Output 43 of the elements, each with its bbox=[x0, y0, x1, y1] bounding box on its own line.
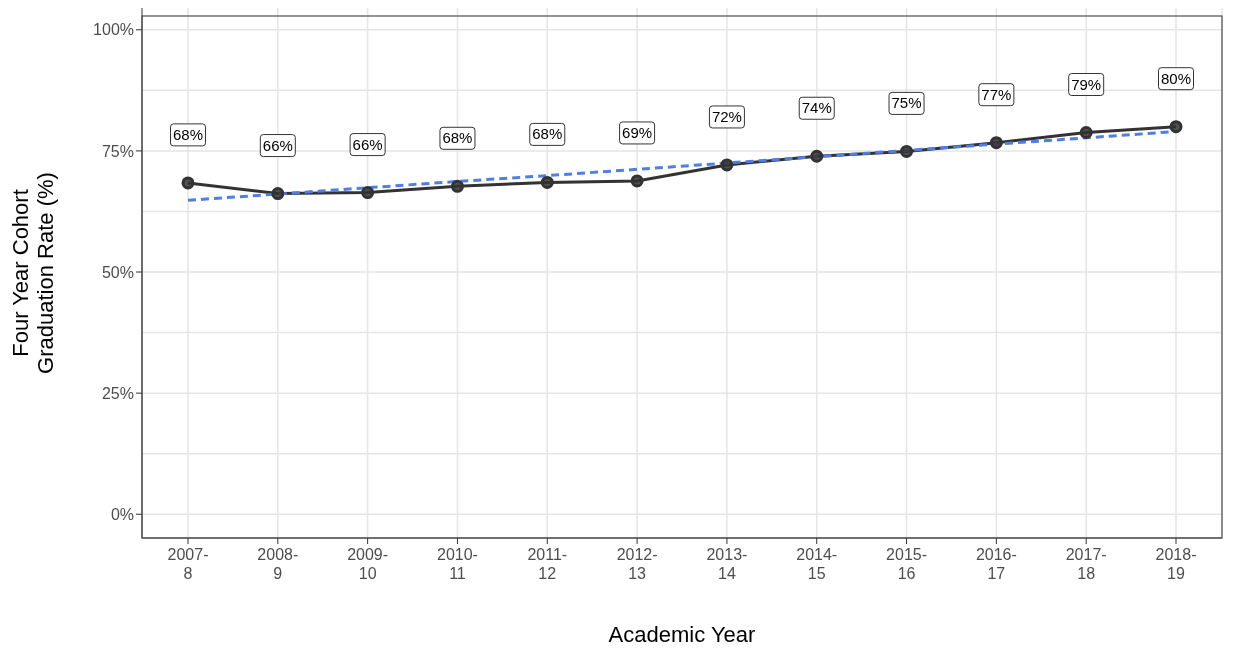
x-tick-label: 2010- 11 bbox=[436, 546, 478, 582]
point bbox=[989, 136, 1003, 150]
x-axis-title: Academic Year bbox=[608, 622, 756, 647]
x-tick-label: 2007- 8 bbox=[167, 546, 209, 582]
y-tick-label: 75% bbox=[101, 142, 134, 160]
data-label: 74% bbox=[801, 99, 832, 117]
point bbox=[1079, 126, 1093, 140]
data-label: 77% bbox=[981, 85, 1012, 103]
point bbox=[810, 149, 824, 163]
point bbox=[1169, 120, 1183, 134]
data-label: 79% bbox=[1071, 75, 1102, 93]
y-tick-label: 25% bbox=[101, 384, 134, 402]
x-tick-label: 2016- 17 bbox=[975, 546, 1017, 582]
point bbox=[181, 176, 195, 190]
x-tick-label: 2015- 16 bbox=[886, 546, 928, 582]
x-tick-label: 2013- 14 bbox=[706, 546, 748, 582]
data-label: 69% bbox=[622, 123, 653, 141]
x-tick-label: 2017- 18 bbox=[1065, 546, 1107, 582]
point bbox=[361, 186, 375, 200]
data-label: 75% bbox=[891, 94, 922, 112]
y-tick-label: 50% bbox=[101, 263, 134, 281]
x-tick-label: 2009- 10 bbox=[347, 546, 389, 582]
point bbox=[450, 179, 464, 193]
x-tick-label: 2011- 12 bbox=[527, 546, 568, 582]
data-label: 66% bbox=[352, 135, 383, 153]
data-label: 72% bbox=[711, 107, 742, 125]
x-tick-label: 2014- 15 bbox=[796, 546, 838, 582]
y-axis-title: Four Year Cohort Graduation Rate (%) bbox=[8, 172, 58, 374]
data-label: 66% bbox=[262, 136, 293, 154]
point bbox=[630, 174, 644, 188]
data-label: 68% bbox=[172, 125, 204, 143]
data-label: 80% bbox=[1160, 69, 1192, 87]
y-tick-label: 100% bbox=[93, 21, 134, 39]
x-tick-label: 2018- 19 bbox=[1155, 546, 1197, 582]
point bbox=[720, 158, 734, 172]
x-tick-label: 2012- 13 bbox=[616, 546, 658, 582]
x-tick-label: 2008- 9 bbox=[257, 546, 299, 582]
data-label: 68% bbox=[442, 129, 473, 147]
y-tick-label: 0% bbox=[110, 505, 134, 523]
point bbox=[271, 187, 285, 201]
point bbox=[540, 175, 554, 189]
data-label: 68% bbox=[532, 125, 563, 143]
point bbox=[900, 144, 914, 158]
